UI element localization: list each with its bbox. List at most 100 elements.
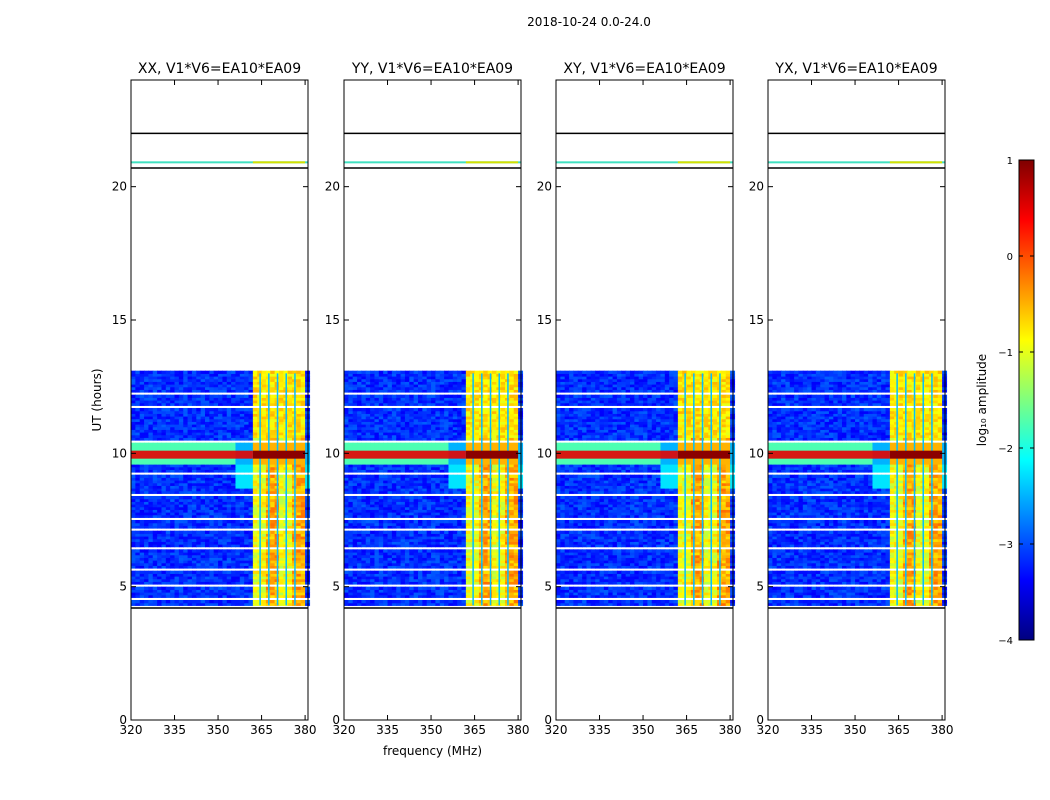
- heatmap-cell: [165, 429, 171, 433]
- heatmap-cell: [204, 498, 210, 502]
- heatmap-cell: [161, 589, 167, 593]
- heatmap-cell: [183, 498, 189, 502]
- heatmap-cell: [183, 466, 189, 470]
- heatmap-cell: [152, 581, 158, 585]
- heatmap-cell: [178, 394, 184, 398]
- heatmap-cell: [431, 474, 437, 478]
- heatmap-cell: [396, 570, 402, 574]
- heatmap-cell: [131, 424, 136, 428]
- heatmap-cell: [387, 549, 393, 553]
- heatmap-cell: [187, 592, 193, 596]
- heatmap-cell: [226, 426, 232, 430]
- heatmap-cell: [139, 552, 145, 556]
- heatmap-cell: [161, 522, 167, 526]
- heatmap-cell: [139, 408, 145, 412]
- heatmap-cell: [204, 522, 210, 526]
- heatmap-cell: [439, 570, 445, 574]
- heatmap-cell: [135, 509, 141, 513]
- heatmap-cell: [413, 570, 419, 574]
- heatmap-cell: [231, 421, 237, 425]
- heatmap-cell: [261, 482, 267, 486]
- heatmap-cell: [261, 504, 267, 508]
- heatmap-cell: [178, 594, 184, 598]
- heatmap-cell: [204, 552, 210, 556]
- heatmap-cell: [178, 576, 184, 580]
- heatmap-cell: [239, 394, 245, 398]
- heatmap-cell: [204, 445, 210, 449]
- heatmap-cell: [161, 480, 167, 484]
- heatmap-cell: [187, 458, 193, 462]
- heatmap-cell: [222, 429, 228, 433]
- heatmap-cell: [287, 520, 293, 524]
- heatmap-cell: [157, 544, 163, 548]
- heatmap-cell: [174, 477, 180, 481]
- heatmap-cell: [157, 429, 163, 433]
- heatmap-cell: [435, 586, 441, 590]
- heatmap-cell: [239, 536, 245, 540]
- heatmap-cell: [252, 474, 258, 478]
- heatmap-cell: [261, 565, 267, 569]
- heatmap-cell: [300, 565, 306, 569]
- heatmap-cell: [131, 485, 136, 489]
- heatmap-cell: [209, 514, 215, 518]
- heatmap-cell: [187, 581, 193, 585]
- heatmap-cell: [239, 600, 245, 604]
- heatmap-cell: [191, 544, 197, 548]
- heatmap-cell: [252, 560, 258, 564]
- heatmap-cell: [287, 418, 293, 422]
- heatmap-cell: [218, 506, 224, 510]
- heatmap-cell: [187, 501, 193, 505]
- heatmap-cell: [174, 538, 180, 542]
- heatmap-cell: [235, 496, 241, 500]
- heatmap-cell: [187, 426, 193, 430]
- heatmap-cell: [248, 525, 254, 529]
- heatmap-cell: [361, 520, 367, 524]
- heatmap-cell: [287, 485, 293, 489]
- heatmap-cell: [244, 530, 250, 534]
- heatmap-cell: [209, 544, 215, 548]
- heatmap-cell: [218, 480, 224, 484]
- heatmap-cell: [239, 520, 245, 524]
- heatmap-cell: [248, 482, 254, 486]
- heatmap-cell: [226, 482, 232, 486]
- heatmap-cell: [144, 498, 150, 502]
- heatmap-cell: [200, 458, 206, 462]
- heatmap-cell: [183, 370, 189, 374]
- heatmap-cell: [218, 600, 224, 604]
- heatmap-cell: [139, 586, 145, 590]
- heatmap-cell: [170, 501, 176, 505]
- heatmap-cell: [170, 514, 176, 518]
- heatmap-cell: [218, 370, 224, 374]
- heatmap-cell: [222, 594, 228, 598]
- heatmap-cell: [174, 461, 180, 465]
- heatmap-cell: [235, 434, 241, 438]
- heatmap-cell: [244, 586, 250, 590]
- heatmap-cell: [174, 560, 180, 564]
- heatmap-cell: [165, 565, 171, 569]
- heatmap-cell: [165, 578, 171, 582]
- heatmap-cell: [191, 413, 197, 417]
- heatmap-cell: [239, 530, 245, 534]
- heatmap-cell: [370, 570, 376, 574]
- heatmap-cell: [174, 602, 180, 606]
- heatmap-cell: [231, 520, 237, 524]
- heatmap-cell: [183, 394, 189, 398]
- heatmap-cell: [361, 496, 367, 500]
- heatmap-cell: [196, 552, 202, 556]
- heatmap-cell: [239, 589, 245, 593]
- heatmap-cell: [191, 437, 197, 441]
- heatmap-cell: [426, 549, 432, 553]
- heatmap-cell: [252, 544, 258, 548]
- heatmap-cell: [461, 530, 467, 534]
- heatmap-cell: [270, 522, 276, 526]
- heatmap-cell: [148, 578, 154, 582]
- heatmap-cell: [226, 416, 232, 420]
- heatmap-cell: [252, 418, 258, 422]
- heatmap-cell: [300, 416, 306, 420]
- heatmap-cell: [148, 480, 154, 484]
- heatmap-cell: [152, 562, 158, 566]
- heatmap-cell: [174, 445, 180, 449]
- heatmap-cell: [218, 429, 224, 433]
- heatmap-cell: [213, 504, 219, 508]
